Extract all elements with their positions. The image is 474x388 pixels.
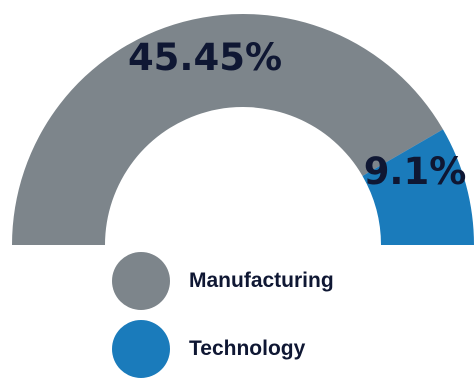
data-label-technology: 9.1% — [364, 150, 467, 193]
legend-swatch-manufacturing — [112, 252, 170, 310]
slice-technology — [362, 129, 474, 245]
legend-item-manufacturing: Manufacturing — [112, 252, 334, 310]
chart-slices — [12, 14, 474, 245]
chart-data-labels: 45.45% 9.1% — [128, 36, 466, 193]
chart-legend: Manufacturing Technology — [112, 252, 334, 388]
legend-label-manufacturing: Manufacturing — [189, 269, 334, 292]
legend-item-technology: Technology — [112, 320, 334, 378]
legend-swatch-technology — [112, 320, 170, 378]
slice-manufacturing — [12, 14, 443, 245]
data-label-manufacturing: 45.45% — [128, 36, 282, 79]
legend-label-technology: Technology — [189, 337, 306, 360]
